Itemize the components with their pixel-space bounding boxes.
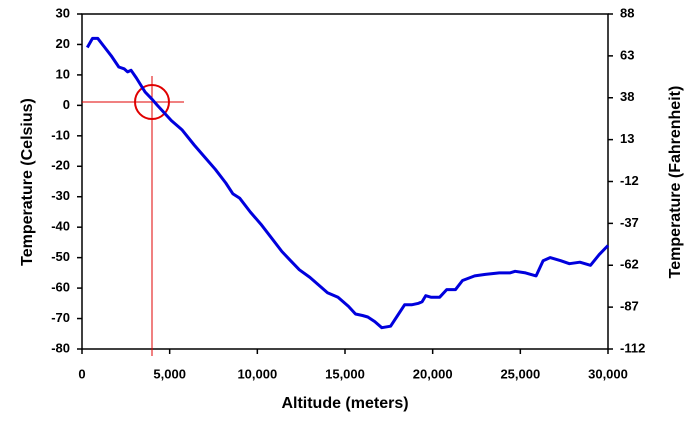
highlight-circle (134, 84, 170, 120)
y-tick-label: -10 (51, 127, 70, 142)
y-axis-title: Temperature (Celsius) (19, 98, 36, 266)
data-line (85, 36, 610, 330)
x-tick-label: 25,000 (500, 366, 540, 381)
y-tick-label: -60 (51, 280, 70, 295)
y2-tick-label: 88 (620, 5, 634, 20)
y2-axis-title: Temperature (Fahrenheit) (667, 86, 684, 279)
y-tick-label: -20 (51, 158, 70, 173)
x-tick-label: 10,000 (237, 366, 277, 381)
x-tick-label: 20,000 (413, 366, 453, 381)
y2-tick-label: 38 (620, 89, 634, 104)
y2-tick-label: 63 (620, 47, 634, 62)
plot-frame (81, 13, 609, 350)
y-tick-label: -70 (51, 310, 70, 325)
y-tick-label: -40 (51, 219, 70, 234)
y2-tick-label: -87 (620, 299, 639, 314)
y-tick-label: -50 (51, 249, 70, 264)
y-tick-label: -80 (51, 340, 70, 355)
x-tick-label: 0 (78, 366, 85, 381)
y2-tick-label: -12 (620, 173, 639, 188)
x-axis-title: Altitude (meters) (281, 395, 408, 412)
y2-tick-label: 13 (620, 131, 634, 146)
x-tick-label: 5,000 (153, 366, 186, 381)
y2-tick-label: -37 (620, 215, 639, 230)
annotation (82, 76, 184, 356)
y2-tick-label: -62 (620, 257, 639, 272)
y-tick-label: -30 (51, 188, 70, 203)
y-tick-label: 0 (63, 97, 70, 112)
x-tick-label: 15,000 (325, 366, 365, 381)
y-tick-label: 10 (56, 66, 70, 81)
y-tick-label: 20 (56, 36, 70, 51)
y2-tick-label: -112 (620, 340, 645, 355)
x-tick-label: 30,000 (588, 366, 628, 381)
y-tick-label: 30 (56, 5, 70, 20)
